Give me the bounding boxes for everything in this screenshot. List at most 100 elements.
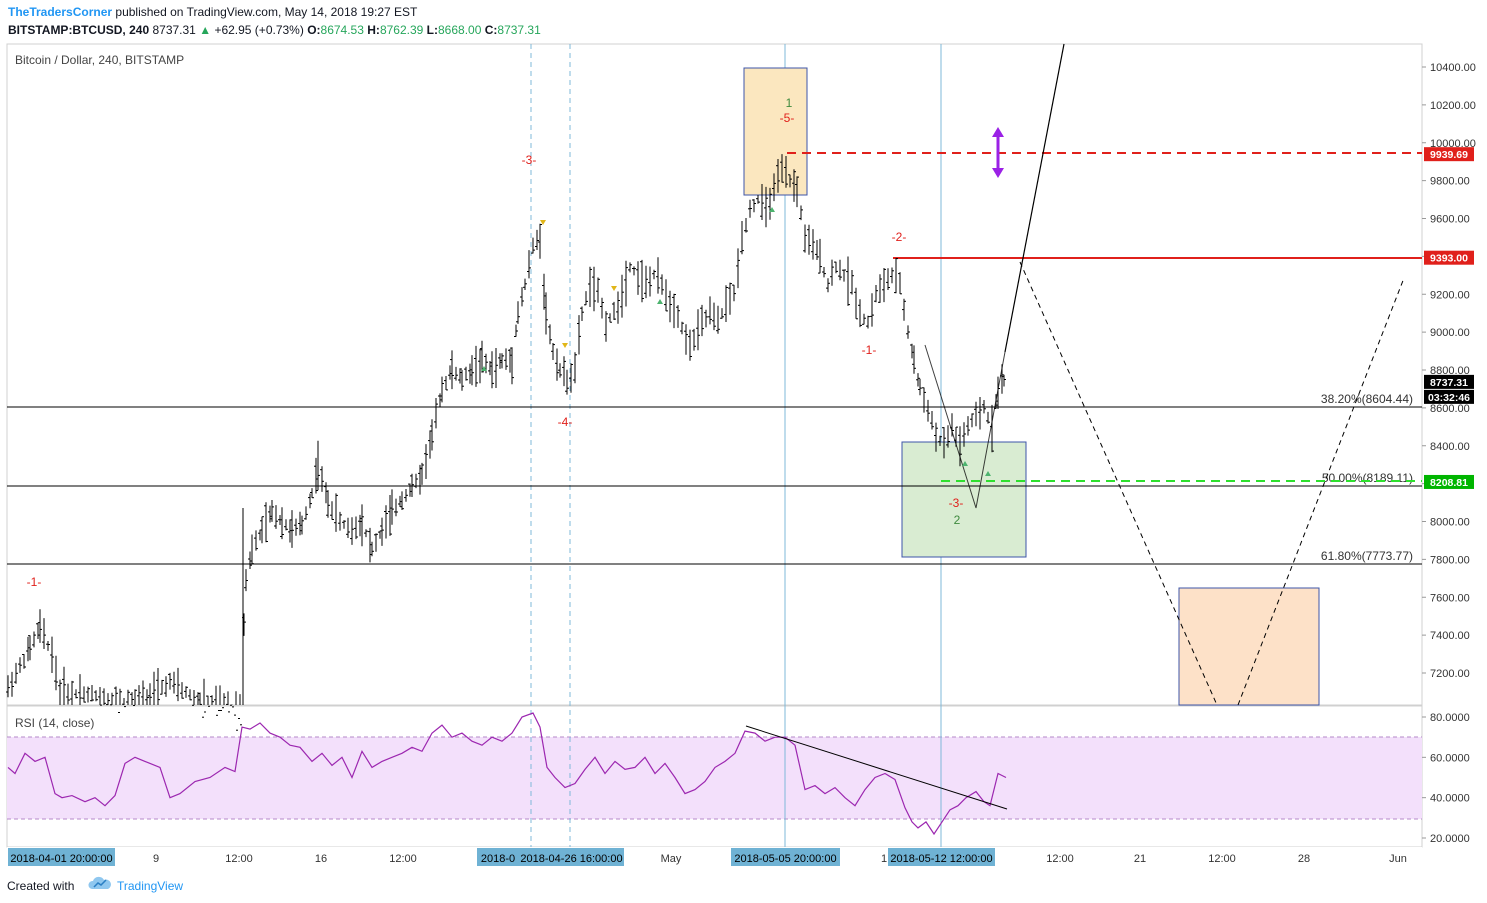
x-tick-label: 12:00 — [1208, 853, 1236, 865]
x-highlight-label-0: 2018-04-01 20:00:00 — [10, 853, 112, 865]
y-tick-label: 10400.00 — [1430, 62, 1476, 74]
tradingview-link[interactable]: TradingView — [117, 879, 184, 893]
x-highlight-3 — [731, 848, 840, 866]
x-tick-label: 21 — [1134, 853, 1146, 865]
last-price: 8737.31 — [152, 23, 196, 37]
time-axis-labels: 9 12:00 16 12:00 May 1 12:00 21 12:00 28 Jun 2018-0… — [8, 848, 1407, 866]
change-arrow-icon: ▲ — [199, 23, 212, 37]
rsi-title: RSI (14, close) — [15, 716, 94, 730]
y-tick-label: 7200.00 — [1430, 668, 1470, 680]
price-tag-label-1: 9393.00 — [1430, 253, 1468, 265]
x-tick-label: May — [661, 853, 682, 865]
low-label: L: — [426, 23, 438, 37]
fib-label-0: 38.20%(8604.44) — [1321, 392, 1413, 406]
open-value: 8674.53 — [320, 23, 364, 37]
created-with-label: Created with — [7, 879, 75, 893]
close-value: 8737.31 — [497, 23, 541, 37]
ohlc-legend: BITSTAMP:BTCUSD, 240 8737.31 ▲ +62.95 (+… — [8, 23, 541, 37]
x-highlight-1 — [477, 848, 519, 866]
wave-label-7: -3- — [949, 496, 964, 510]
change-value: +62.95 (+0.73%) — [214, 23, 304, 37]
y-tick-label: 9800.00 — [1430, 176, 1470, 188]
fib-label-1: 50.00%(8189.11) — [1322, 471, 1413, 485]
price-tag-2 — [1424, 374, 1474, 389]
wave-label-4: -5- — [780, 111, 795, 125]
author-link[interactable]: TheTradersCorner — [8, 5, 113, 19]
x-tick-label: 12:00 — [389, 853, 417, 865]
y-tick-label: 9200.00 — [1430, 289, 1470, 301]
rsi-band — [7, 737, 1422, 819]
tradingview-cloud-icon — [88, 876, 111, 889]
x-highlight-label-3: 2018-05-05 20:00:00 — [734, 853, 836, 865]
x-highlight-0 — [8, 848, 115, 866]
projection-up-line[interactable] — [1004, 43, 1065, 353]
y-tick-label: 9000.00 — [1430, 327, 1470, 339]
x-tick-label: 12:00 — [225, 853, 253, 865]
price-tag-1 — [1424, 250, 1474, 265]
rsi-tick-label: 40.0000 — [1430, 793, 1470, 805]
fib-label-2: 61.80%(7773.77) — [1321, 549, 1413, 563]
x-tick-label: 16 — [315, 853, 327, 865]
rsi-tick-label: 20.0000 — [1430, 833, 1470, 845]
price-series[interactable] — [6, 154, 1006, 731]
rsi-tick-label: 80.0000 — [1430, 712, 1470, 724]
countdown-label: 03:32:46 — [1428, 392, 1470, 404]
projection-recovery-line[interactable] — [1237, 277, 1405, 706]
wave-labels: -1- -3- -4- 1-5- -2- -1- -3- 2 — [27, 96, 964, 589]
range-arrow-icon — [992, 127, 1004, 178]
rsi-axis[interactable]: 80.0000 60.0000 40.0000 20.0000 — [1422, 712, 1470, 845]
x-highlight-2 — [519, 848, 624, 866]
wave-label-6: -1- — [862, 343, 877, 357]
y-tick-label: 7400.00 — [1430, 630, 1470, 642]
wave-sketch-line — [924, 344, 1006, 509]
chart-header: TheTradersCorner published on TradingVie… — [0, 0, 1487, 42]
y-tick-label: 10200.00 — [1430, 100, 1476, 112]
open-label: O: — [307, 23, 321, 37]
y-tick-label: 8000.00 — [1430, 517, 1470, 529]
close-label: C: — [484, 23, 498, 37]
price-tag-label-3: 8208.81 — [1430, 477, 1468, 489]
wave-label-0: -1- — [27, 575, 42, 589]
wave-2-box[interactable] — [901, 441, 1027, 558]
price-tag-label-2: 8737.31 — [1430, 377, 1468, 389]
price-tag-label-0: 9939.69 — [1430, 149, 1468, 161]
price-tags: 9939.69 9393.00 8737.31 8208.81 03:32:46 — [1424, 147, 1474, 489]
y-tick-label: 8400.00 — [1430, 441, 1470, 453]
wave-label-5: -2- — [892, 230, 907, 244]
countdown-tag — [1424, 389, 1474, 404]
price-tag-3 — [1424, 474, 1474, 489]
x-tick-label: Jun — [1389, 853, 1407, 865]
rsi-line[interactable] — [7, 712, 1007, 836]
rsi-trendline[interactable] — [745, 725, 1008, 810]
y-tick-label: 9600.00 — [1430, 214, 1470, 226]
chart-canvas[interactable]: 38.20%(8604.44) 50.00%(8189.11) 61.80%(777… — [0, 0, 1487, 868]
wave-label-1: -3- — [522, 153, 537, 167]
y-tick-label: 8800.00 — [1430, 365, 1470, 377]
wave-label-3: 1 — [786, 96, 793, 110]
high-label: H: — [367, 23, 380, 37]
x-tick-label: 1 — [881, 853, 887, 865]
target-box[interactable] — [1178, 587, 1320, 706]
fib-retracement[interactable]: 38.20%(8604.44) 50.00%(8189.11) 61.80%(777… — [7, 392, 1422, 565]
publish-line: TheTradersCorner published on TradingVie… — [8, 5, 417, 19]
time-axis[interactable] — [7, 847, 1422, 868]
wave-5-box[interactable] — [743, 67, 808, 196]
y-tick-label: 10000.00 — [1430, 138, 1476, 150]
x-tick-label: 9 — [153, 853, 159, 865]
symbol-label[interactable]: BITSTAMP:BTCUSD, 240 — [8, 23, 150, 37]
x-tick-label: 12:00 — [1046, 853, 1074, 865]
rsi-tick-label: 60.0000 — [1430, 752, 1470, 764]
signal-markers — [481, 207, 991, 476]
x-highlight-label-4: 2018-05-12 12:00:00 — [890, 853, 992, 865]
chart-title: Bitcoin / Dollar, 240, BITSTAMP — [15, 53, 184, 67]
wave-label-8: 2 — [954, 513, 961, 527]
x-highlight-label-1: 2018-0 — [481, 853, 515, 865]
y-tick-label: 7800.00 — [1430, 554, 1470, 566]
y-tick-label: 7600.00 — [1430, 592, 1470, 604]
price-tag-0 — [1424, 147, 1474, 162]
published-text: published on TradingView.com, May 14, 20… — [115, 5, 418, 19]
x-tick-label: 28 — [1298, 853, 1310, 865]
high-value: 8762.39 — [379, 23, 424, 37]
x-highlight-label-2: 2018-04-26 16:00:00 — [520, 853, 622, 865]
x-highlight-4 — [888, 848, 995, 866]
